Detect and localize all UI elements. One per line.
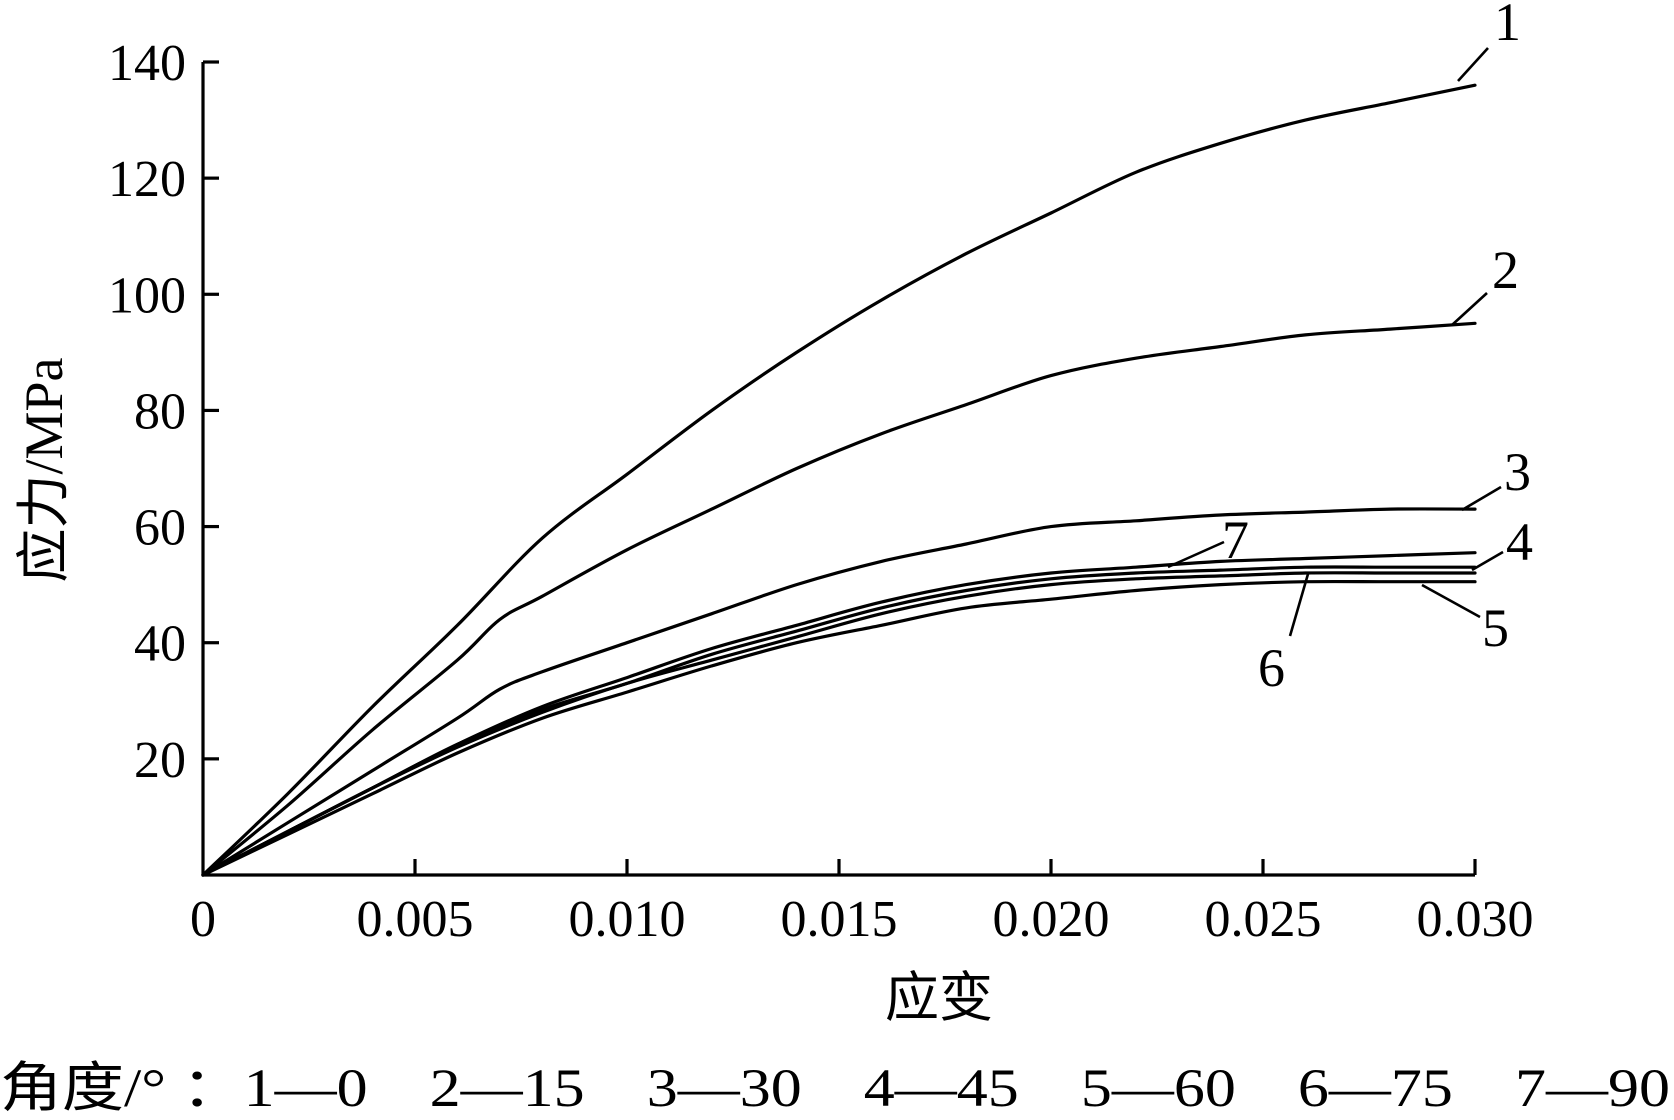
y-tick-label: 100 (108, 267, 186, 324)
y-tick-label: 20 (134, 732, 186, 789)
x-tick-label: 0.030 (1417, 891, 1534, 948)
leader-line-4 (1471, 550, 1504, 572)
series-line-2 (201, 321, 1477, 877)
y-tick-label: 80 (134, 383, 186, 440)
leader-line-3 (1461, 485, 1502, 512)
legend-caption: 角度/° ：1—0 2—15 3—30 4—45 5—60 6—75 7—90 (0, 1058, 1670, 1118)
y-ticks: 20 40 60 80 100 120 140 (108, 35, 219, 789)
x-tick-label: 0.015 (781, 891, 898, 948)
curve-label-7: 7 (1222, 510, 1249, 570)
y-tick-label: 40 (134, 616, 186, 673)
x-tick-label: 0.025 (1205, 891, 1322, 948)
x-tick-label: 0.010 (569, 891, 686, 948)
curve-label-1: 1 (1494, 0, 1521, 52)
x-tick-label: 0 (190, 891, 216, 948)
leader-line-7 (1167, 540, 1225, 569)
curve-label-4: 4 (1506, 512, 1533, 572)
leader-line-2 (1451, 292, 1488, 326)
x-tick-label: 0.020 (993, 891, 1110, 948)
curve-label-5: 5 (1482, 598, 1509, 658)
series-line-5 (201, 579, 1477, 877)
curves (201, 83, 1477, 877)
series-line-7 (201, 551, 1477, 877)
y-tick-label: 140 (108, 35, 186, 92)
curve-label-3: 3 (1504, 442, 1531, 502)
axes (201, 62, 1475, 877)
x-tick-label: 0.005 (357, 891, 474, 948)
leader-line-1 (1457, 47, 1489, 82)
y-tick-label: 120 (108, 151, 186, 208)
curve-labels: 1 2 3 4 5 6 7 (1222, 0, 1533, 698)
x-ticks: 0 0.005 0.010 0.015 0.020 0.025 0.030 (190, 859, 1534, 948)
leader-line-6 (1288, 573, 1310, 637)
leader-line-5 (1421, 583, 1481, 619)
curve-label-2: 2 (1492, 240, 1519, 300)
y-tick-label: 60 (134, 500, 186, 557)
curve-label-6: 6 (1258, 638, 1285, 698)
x-axis-title: 应变 (885, 968, 993, 1028)
series-line-3 (201, 507, 1477, 877)
series-line-1 (201, 83, 1477, 877)
curve-label-leaders (1167, 47, 1504, 637)
y-axis-title: 应力/MPa (14, 357, 74, 582)
